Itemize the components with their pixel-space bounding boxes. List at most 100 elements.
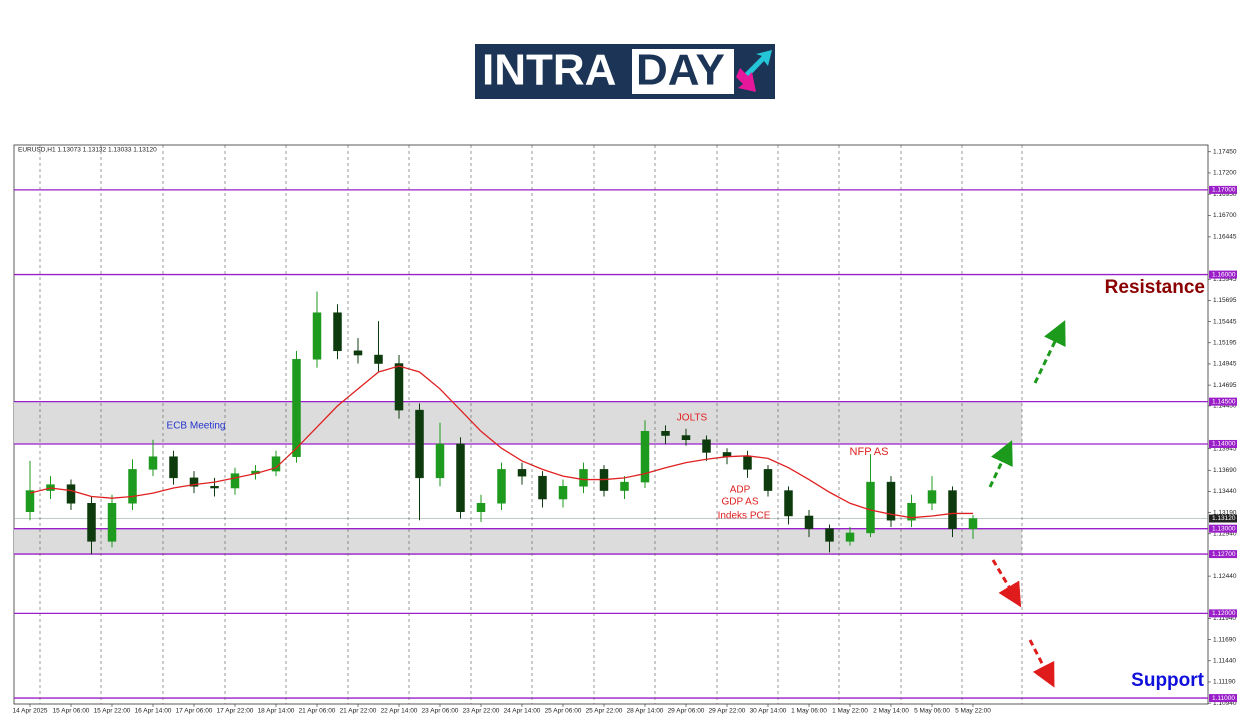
level-label-bg bbox=[1209, 185, 1237, 194]
annotation: ADP bbox=[730, 485, 751, 496]
y-tick-label: 1.13690 bbox=[1213, 467, 1237, 474]
y-tick-label: 1.12940 bbox=[1213, 530, 1237, 537]
y-tick-label: 1.14695 bbox=[1213, 382, 1237, 389]
y-tick-label: 1.16445 bbox=[1213, 234, 1237, 241]
x-tick-label: 5 May 06:00 bbox=[914, 708, 950, 715]
level-label-bg bbox=[1209, 524, 1237, 533]
candle-body bbox=[189, 477, 199, 487]
y-tick-label: 1.16700 bbox=[1213, 212, 1237, 219]
candle-body bbox=[620, 481, 629, 491]
level-label: 1.16000 bbox=[1212, 271, 1236, 278]
candle-body bbox=[210, 486, 219, 489]
zone bbox=[14, 401, 1022, 444]
logo-right: DAY bbox=[636, 46, 725, 95]
x-tick-label: 28 Apr 14:00 bbox=[627, 708, 664, 715]
level-label: 1.12700 bbox=[1212, 551, 1236, 558]
y-tick-label: 1.11690 bbox=[1213, 636, 1236, 643]
arrow-up bbox=[988, 440, 1013, 488]
candle-body bbox=[743, 456, 752, 470]
y-tick-label: 1.13440 bbox=[1213, 488, 1237, 495]
y-tick-label: 1.13945 bbox=[1213, 445, 1237, 452]
y-tick-label: 1.12440 bbox=[1213, 573, 1237, 580]
logo: INTRA DAY bbox=[475, 44, 775, 99]
level-label: 1.13000 bbox=[1212, 525, 1236, 532]
candle-body bbox=[107, 503, 117, 542]
x-tick-label: 24 Apr 14:00 bbox=[504, 708, 541, 715]
x-tick-label: 2 May 14:00 bbox=[873, 708, 909, 715]
y-tick-label: 1.11940 bbox=[1213, 615, 1236, 622]
level-label: 1.14000 bbox=[1212, 441, 1236, 448]
symbol-info: EURUSD,H1 1.13073 1.13132 1.13033 1.1312… bbox=[18, 147, 157, 154]
x-tick-label: 22 Apr 14:00 bbox=[381, 708, 418, 715]
x-tick-label: 21 Apr 06:00 bbox=[299, 708, 336, 715]
x-tick-label: 17 Apr 06:00 bbox=[176, 708, 213, 715]
resistance-label: Resistance bbox=[1105, 277, 1205, 298]
x-tick-label: 1 May 06:00 bbox=[791, 708, 827, 715]
y-tick-label: 1.15195 bbox=[1213, 339, 1237, 346]
candle-body bbox=[866, 481, 875, 534]
level-label-bg bbox=[1209, 609, 1237, 618]
x-tick-label: 15 Apr 22:00 bbox=[94, 708, 131, 715]
y-tick-label: 1.15695 bbox=[1213, 297, 1237, 304]
y-tick-label: 1.10940 bbox=[1213, 700, 1237, 707]
annotation: Indeks PCE bbox=[718, 511, 771, 522]
candle-body bbox=[640, 431, 650, 483]
y-tick-label: 1.14945 bbox=[1213, 361, 1237, 368]
candle-body bbox=[456, 443, 465, 512]
candle-body bbox=[374, 354, 383, 364]
candle-body bbox=[804, 515, 814, 529]
level-label-bg bbox=[1209, 694, 1237, 703]
annotations: EURUSD,H1 1.13073 1.13132 1.13033 1.1312… bbox=[18, 147, 1205, 691]
logo-left: INTRA bbox=[482, 46, 616, 95]
candle-body bbox=[661, 431, 670, 436]
candle-body bbox=[907, 503, 916, 521]
arrow-up bbox=[1033, 320, 1066, 384]
candle-body bbox=[558, 486, 568, 500]
candle-body bbox=[87, 503, 96, 542]
level-label-bg bbox=[1209, 397, 1237, 406]
candle-body bbox=[353, 350, 363, 356]
x-tick-label: 16 Apr 14:00 bbox=[135, 708, 172, 715]
x-tick-label: 21 Apr 22:00 bbox=[340, 708, 377, 715]
level-label-bg bbox=[1209, 270, 1237, 279]
candle-body bbox=[128, 469, 137, 504]
arrow-down bbox=[991, 559, 1022, 608]
candle-body bbox=[538, 475, 547, 500]
level-label: 1.11000 bbox=[1212, 695, 1235, 702]
plot: 1.17450 1.17200 1.16950 1.16700 1.16445 1.159… bbox=[12, 144, 1237, 715]
logo-box bbox=[632, 49, 734, 94]
moving-average bbox=[29, 365, 973, 519]
candle-body bbox=[292, 359, 301, 457]
candle-body bbox=[169, 456, 178, 479]
logo-icon-up bbox=[742, 50, 772, 80]
candle-body bbox=[681, 435, 691, 440]
candle-body bbox=[312, 312, 322, 360]
annotation: ECB Meeting bbox=[167, 421, 226, 432]
candle-body bbox=[230, 473, 240, 489]
candle-body bbox=[435, 443, 445, 479]
logo-icon-down bbox=[736, 68, 756, 92]
arrow-down bbox=[1028, 639, 1055, 688]
x-tick-label: 30 Apr 14:00 bbox=[750, 708, 787, 715]
candle-body bbox=[845, 532, 855, 542]
current-price-label: 1.13120 bbox=[1212, 515, 1236, 522]
x-tick-label: 29 Apr 22:00 bbox=[709, 708, 746, 715]
x-tick-label: 14 Apr 2025 bbox=[12, 708, 47, 715]
x-tick-label: 1 May 22:00 bbox=[832, 708, 868, 715]
y-tick-label: 1.13190 bbox=[1213, 509, 1237, 516]
candle-body bbox=[25, 490, 35, 512]
candle-body bbox=[415, 409, 424, 479]
candle-body bbox=[702, 439, 711, 453]
x-tick-label: 17 Apr 22:00 bbox=[217, 708, 254, 715]
candle-body bbox=[517, 469, 527, 477]
x-tick-label: 15 Apr 06:00 bbox=[53, 708, 90, 715]
y-tick-label: 1.15945 bbox=[1213, 276, 1237, 283]
level-label-bg bbox=[1209, 439, 1237, 448]
y-tick-label: 1.17200 bbox=[1213, 170, 1237, 177]
x-tick-label: 23 Apr 22:00 bbox=[463, 708, 500, 715]
candle-body bbox=[497, 469, 506, 504]
y-tick-label: 1.16950 bbox=[1213, 191, 1237, 198]
x-tick-label: 29 Apr 06:00 bbox=[668, 708, 705, 715]
